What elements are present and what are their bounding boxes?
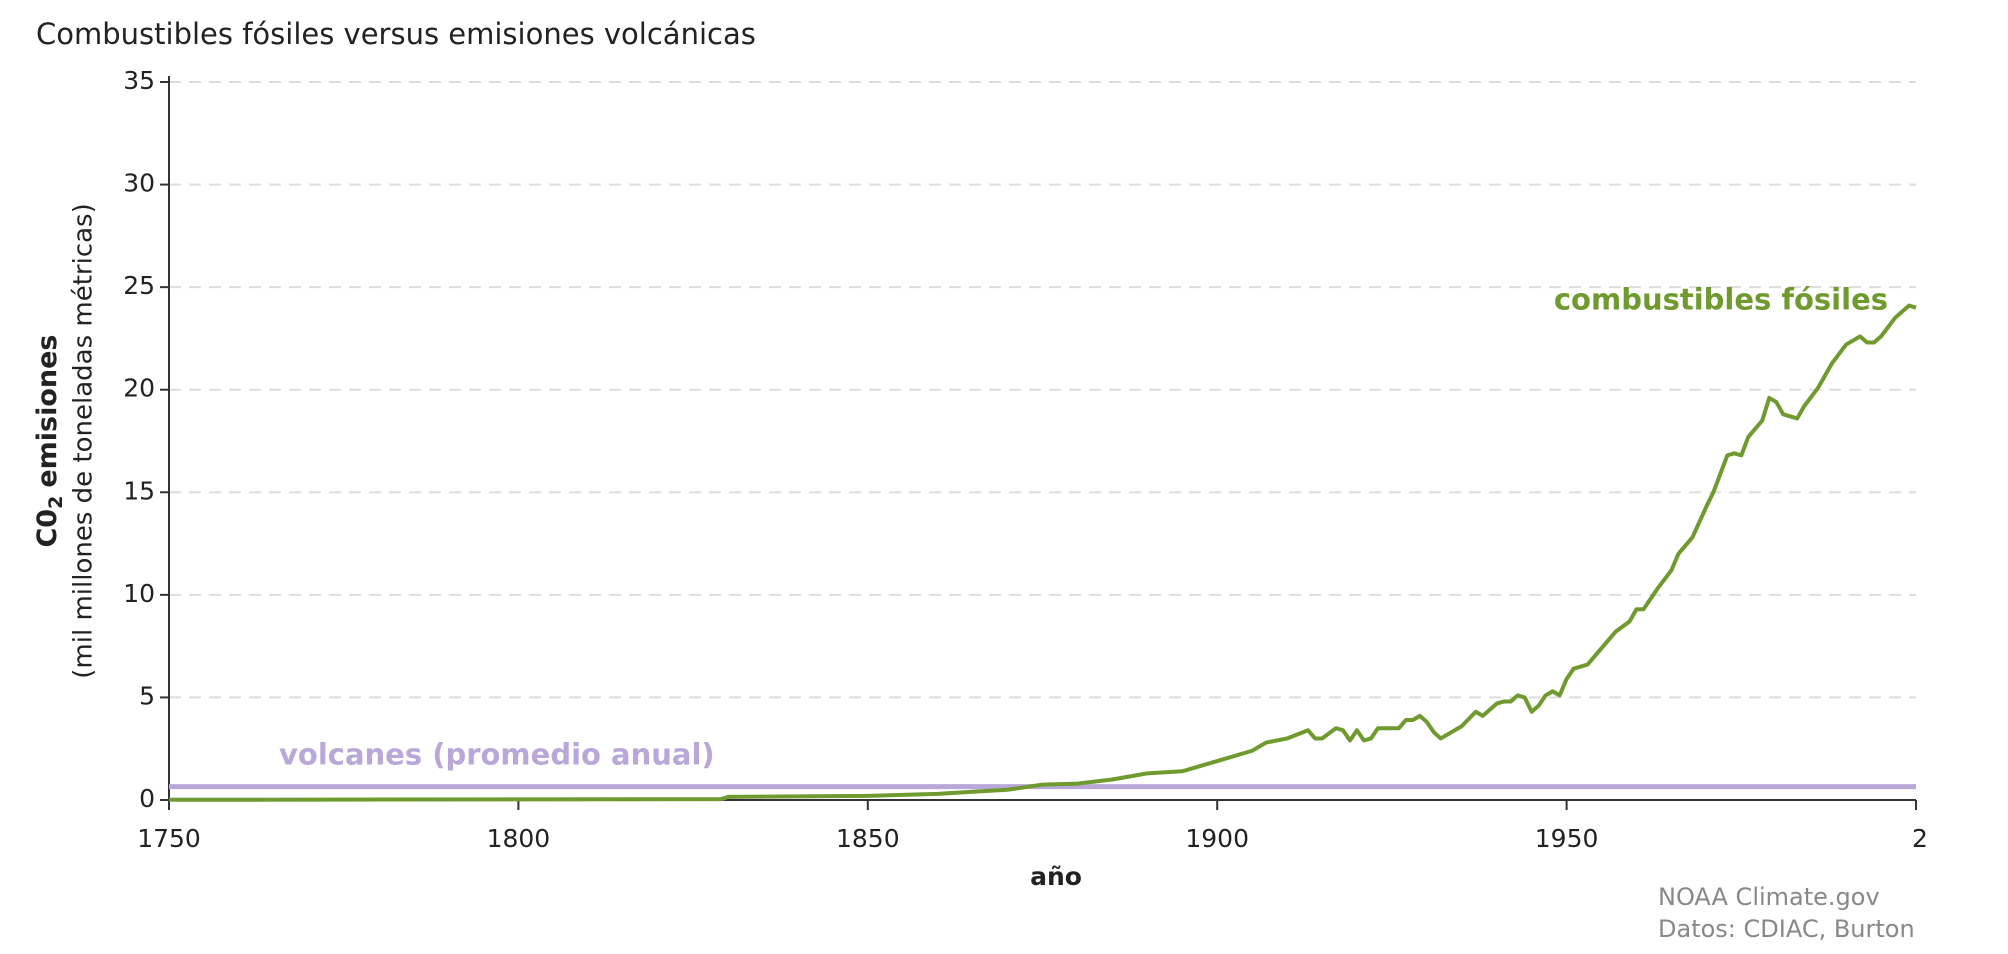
x-tick-label: 1750	[137, 824, 201, 853]
x-tick-label: 1800	[487, 824, 551, 853]
series-label: combustibles fósiles	[1554, 283, 1888, 317]
y-tick-label: 20	[123, 374, 155, 403]
x-tick-label: 2	[1912, 824, 1928, 853]
chart-title: Combustibles fósiles versus emisiones vo…	[36, 17, 756, 51]
y-label-part: C0	[32, 509, 63, 548]
y-axis-label: C02 emisiones (mil millones de toneladas …	[32, 203, 99, 678]
y-label-part: emisiones	[32, 334, 63, 487]
y-tick-label: 10	[123, 579, 155, 608]
series-line	[168, 303, 1917, 802]
x-tick-label: 1900	[1185, 824, 1249, 853]
credit: Datos: CDIAC, Burton	[1658, 915, 1915, 943]
x-axis-label: año	[1030, 862, 1082, 891]
y-axis-label-main: C02 emisiones	[32, 334, 67, 547]
y-tick-label: 30	[123, 169, 155, 198]
x-tick-label: 1850	[836, 824, 900, 853]
credit: NOAA Climate.gov	[1658, 883, 1880, 911]
y-tick-label: 25	[123, 271, 155, 300]
series-label: volcanes (promedio anual)	[279, 738, 715, 772]
y-tick-label: 0	[139, 784, 155, 813]
y-label-subscript: 2	[45, 496, 67, 509]
y-tick-label: 15	[123, 476, 155, 505]
y-tick-label: 35	[123, 66, 155, 95]
y-tick-label: 5	[139, 681, 155, 710]
x-tick-label: 1950	[1535, 824, 1599, 853]
y-axis-units: (mil millones de toneladas métricas)	[69, 203, 99, 678]
